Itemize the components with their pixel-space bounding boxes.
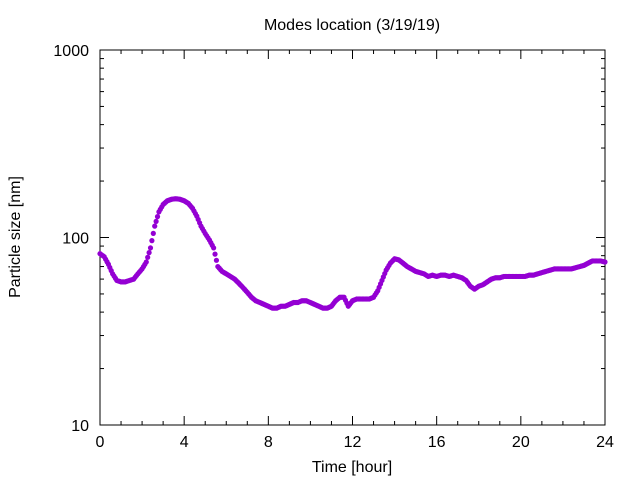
x-tick-label: 8 [264,434,273,451]
data-point [153,218,159,224]
x-tick-label: 12 [344,434,362,451]
x-tick-label: 24 [596,434,614,451]
y-tick-label: 1000 [53,43,89,60]
plot-frame [99,49,606,426]
data-point [602,259,608,265]
x-tick-label: 0 [96,434,105,451]
data-point [147,245,154,251]
data-point [146,250,152,256]
data-point [212,251,218,257]
data-points [97,196,608,311]
data-point [211,245,217,251]
data-point [150,230,156,236]
y-axis-label: Particle size [nm] [7,176,24,298]
y-tick-label: 100 [62,231,89,248]
x-tick-label: 16 [428,434,446,451]
tick-marks [99,49,606,426]
tick-labels: 0 4 8 12 16 20 24 10 100 1000 [53,43,614,451]
data-point [152,223,158,229]
x-tick-label: 4 [180,434,189,451]
data-point [143,259,149,265]
x-tick-label: 20 [512,434,530,451]
chart-title: Modes location (3/19/19) [264,17,440,34]
data-point [213,257,220,263]
data-point [149,238,155,244]
x-axis-label: Time [hour] [312,459,392,476]
y-tick-label: 10 [71,418,89,435]
data-point [154,214,161,220]
data-point [145,254,151,260]
